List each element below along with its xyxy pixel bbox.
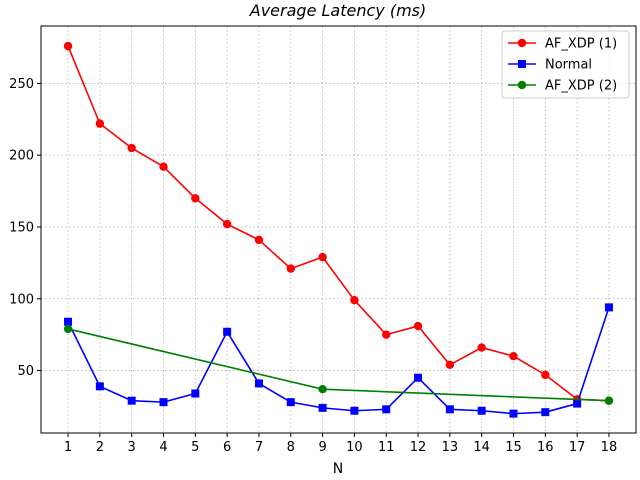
data-point — [127, 396, 136, 405]
x-axis-label: N — [333, 461, 343, 477]
y-tick-label: 200 — [9, 149, 34, 164]
legend-label: AF_XDP (2) — [545, 79, 617, 94]
x-tick-label: 9 — [318, 440, 326, 455]
data-point — [95, 119, 105, 128]
legend-swatch-marker — [517, 38, 527, 48]
x-tick-label: 5 — [191, 440, 199, 455]
data-point — [477, 406, 486, 415]
data-point — [95, 382, 104, 391]
x-tick-label: 14 — [473, 440, 490, 455]
series-normal — [64, 303, 613, 418]
series-af-xdp-1 — [63, 41, 614, 405]
x-tick-label: 15 — [505, 440, 522, 455]
legend-item: AF_XDP (2) — [508, 79, 617, 94]
x-tick-label: 7 — [255, 440, 263, 455]
y-tick-label: 50 — [17, 364, 34, 379]
data-point — [318, 385, 327, 394]
data-point — [413, 321, 423, 331]
x-tick-label: 6 — [223, 440, 231, 455]
legend: AF_XDP (1) Normal AF_XDP (2) — [501, 30, 630, 99]
data-point — [541, 370, 550, 380]
data-point — [604, 396, 614, 405]
data-point — [63, 324, 73, 334]
data-point — [254, 235, 264, 245]
data-point — [222, 219, 232, 229]
data-point — [382, 405, 391, 414]
data-point — [350, 296, 359, 305]
data-point — [318, 403, 327, 412]
legend-item: Normal — [508, 58, 592, 73]
data-point — [445, 360, 455, 370]
x-tick-label: 17 — [569, 440, 586, 455]
y-tick-label: 100 — [9, 292, 34, 307]
x-tick-label: 2 — [96, 440, 104, 455]
legend-swatch-marker — [518, 60, 526, 68]
data-point — [127, 143, 136, 153]
legend-item: AF_XDP (1) — [508, 37, 617, 52]
data-point — [191, 194, 200, 203]
legend-swatch-marker — [517, 80, 527, 90]
y-tick-label: 250 — [9, 77, 34, 92]
series-line — [67, 307, 610, 415]
series-layer — [63, 41, 614, 418]
data-point — [159, 398, 168, 407]
data-point — [191, 389, 200, 398]
data-point — [63, 41, 73, 51]
data-point — [254, 379, 263, 388]
data-point — [414, 373, 423, 382]
x-tick-label: 3 — [128, 440, 136, 455]
x-tick-label: 1 — [64, 440, 72, 455]
data-point — [477, 343, 486, 352]
legend-box — [501, 30, 630, 99]
data-point — [159, 162, 168, 171]
data-point — [286, 398, 295, 407]
data-point — [64, 317, 73, 326]
data-point — [509, 351, 518, 361]
axis-ticks: 1 2 3 4 5 6 7 8 9 10 11 12 13 14 15 16 17 185010015020025… — [9, 77, 617, 455]
data-point — [604, 303, 613, 312]
x-tick-label: 10 — [346, 440, 363, 455]
x-tick-label: 13 — [442, 440, 459, 455]
series-line — [67, 45, 609, 402]
legend-label: AF_XDP (1) — [545, 37, 617, 52]
x-tick-label: 4 — [159, 440, 167, 455]
series-af-xdp-2 — [63, 324, 614, 405]
data-point — [382, 330, 391, 339]
data-point — [573, 399, 582, 408]
data-point — [445, 405, 454, 414]
chart-title: Average Latency (ms) — [249, 1, 426, 20]
data-point — [223, 327, 232, 336]
data-point — [318, 252, 327, 262]
x-tick-label: 11 — [378, 440, 395, 455]
legend-label: Normal — [545, 58, 592, 73]
data-point — [509, 409, 518, 418]
data-point — [286, 264, 295, 273]
x-tick-label: 8 — [287, 440, 295, 455]
x-tick-label: 16 — [537, 440, 554, 455]
y-tick-label: 150 — [9, 220, 34, 235]
data-point — [541, 408, 550, 417]
x-tick-label: 12 — [410, 440, 427, 455]
grid — [41, 26, 636, 433]
x-tick-label: 18 — [601, 440, 618, 455]
data-point — [350, 406, 359, 415]
plot-frame — [40, 25, 637, 434]
